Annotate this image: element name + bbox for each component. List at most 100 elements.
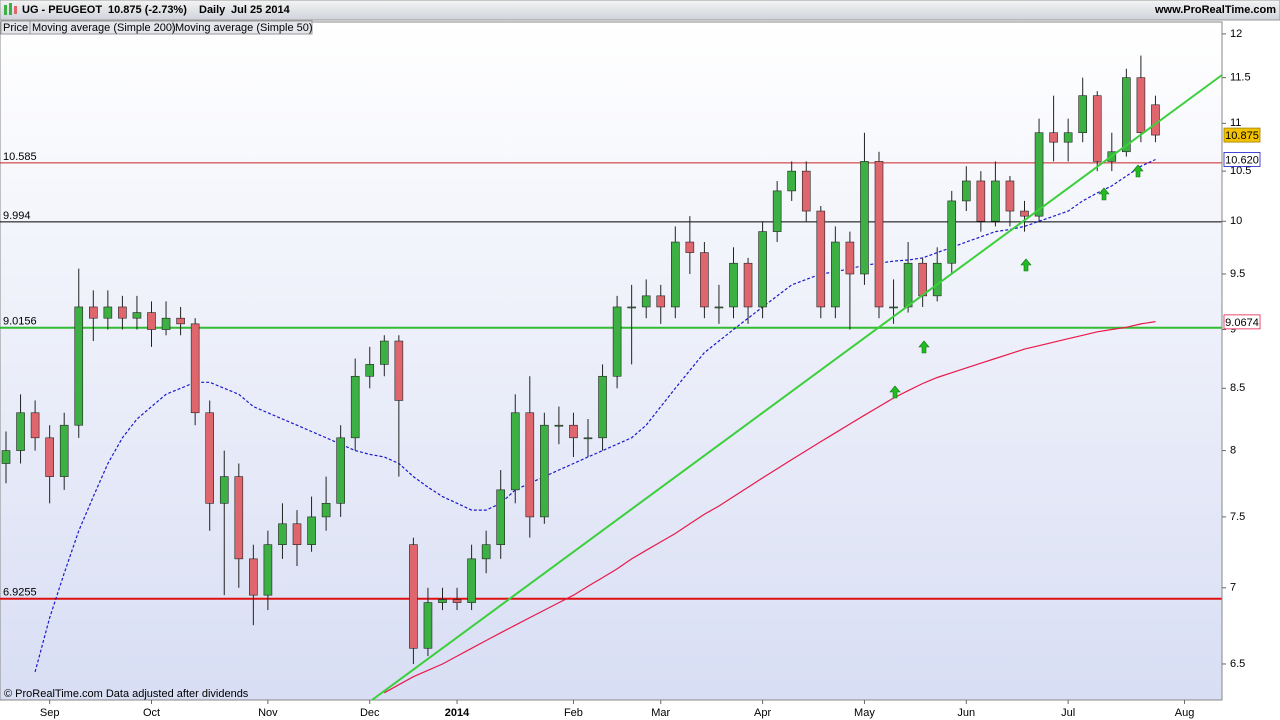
x-tick-label: Feb <box>564 707 583 719</box>
candle-body <box>743 262 753 308</box>
y-tick-label: 10.5 <box>1230 165 1251 177</box>
candle-body <box>438 599 447 603</box>
level-label: 10.585 <box>3 151 37 163</box>
y-tick-label: 9.5 <box>1230 268 1245 280</box>
x-tick-label: Jun <box>957 707 975 719</box>
candle-body <box>379 340 389 365</box>
x-tick-label: Dec <box>360 707 380 719</box>
candle-body <box>874 161 884 308</box>
candle-body <box>787 170 797 192</box>
candle-body <box>321 502 331 518</box>
candle-body <box>89 306 98 319</box>
candle-body <box>1 450 11 464</box>
legend-box <box>172 20 313 35</box>
icon <box>9 3 12 15</box>
candle-body <box>670 241 680 308</box>
candle-body <box>991 180 1000 222</box>
y-tick-label: 12 <box>1230 28 1242 40</box>
candle-body <box>118 306 127 319</box>
candle-body <box>1049 132 1058 143</box>
up-arrow <box>1132 164 1144 178</box>
candle-body <box>598 375 607 439</box>
up-arrow <box>918 340 930 354</box>
x-tick-label: Jul <box>1061 707 1075 719</box>
footer: © ProRealTime.com Data adjusted after di… <box>4 688 249 700</box>
candle-body <box>1136 77 1146 134</box>
candle-body <box>700 252 709 308</box>
candle-body <box>801 170 811 212</box>
candle-body <box>249 558 258 596</box>
price-badge-label: 10.620 <box>1225 154 1259 166</box>
candle-body <box>1034 132 1044 217</box>
x-axis: Sep Oct Nov Dec 2014 Feb Mar Apr May Jun Jul Aug <box>0 699 1222 719</box>
x-tick-label: Oct <box>143 707 160 719</box>
x-tick-label: May <box>854 707 875 719</box>
price-badge <box>1223 152 1261 167</box>
up-arrow <box>1020 258 1032 272</box>
candle-body <box>1151 104 1160 136</box>
candle-body <box>263 544 273 596</box>
arrows <box>889 164 1144 399</box>
candle-body <box>307 516 316 545</box>
candle-body <box>161 317 171 330</box>
candle-body <box>1005 180 1015 212</box>
candle-body <box>510 412 520 491</box>
price-badge-label: 9.0674 <box>1225 317 1259 329</box>
site: www.ProRealTime.com <box>1154 4 1276 16</box>
candle-body <box>409 544 418 649</box>
candle-body <box>423 602 433 649</box>
candle-body <box>903 262 913 308</box>
header-bar <box>0 0 1280 21</box>
candle-body <box>612 306 622 377</box>
moving-average <box>34 158 1156 673</box>
plot-area <box>0 21 1223 701</box>
candle-body <box>45 437 54 477</box>
x-tick-label: Apr <box>754 707 771 719</box>
candle-body <box>525 412 535 518</box>
x-tick-label: Sep <box>40 707 60 719</box>
x-tick-label: Mar <box>651 707 670 719</box>
legend-entry: Moving average (Simple 200) <box>32 22 176 34</box>
moving-average <box>384 321 1156 694</box>
candle-body <box>685 241 695 253</box>
candle-body <box>481 544 491 560</box>
x-tick-label: 2014 <box>445 707 470 719</box>
candle-body <box>336 437 345 504</box>
candle-body <box>554 424 564 427</box>
y-tick-label: 11 <box>1230 117 1241 129</box>
candle-body <box>176 317 185 325</box>
candle-body <box>947 200 957 264</box>
y-tick-label: 7 <box>1230 582 1236 594</box>
y-tick-label: 8.5 <box>1230 382 1245 394</box>
candle-body <box>1063 132 1073 143</box>
candle-body <box>350 375 360 439</box>
candle-body <box>816 210 826 308</box>
candle-body <box>729 262 738 308</box>
candle-body <box>132 312 142 319</box>
candle-body <box>496 489 506 545</box>
trend-line <box>371 74 1223 701</box>
legend-entry: Moving average (Simple 50) <box>175 22 313 34</box>
y-tick-label: 8 <box>1230 444 1236 456</box>
icon <box>14 6 17 14</box>
candle-body <box>219 476 229 504</box>
candle-body <box>540 424 549 518</box>
candle-body <box>467 558 476 603</box>
candle-body <box>394 340 404 401</box>
candle-body <box>627 306 636 309</box>
candle-body <box>59 424 69 477</box>
candle-body <box>278 523 287 545</box>
y-tick-label: 10 <box>1230 215 1242 227</box>
up-arrow <box>889 385 901 399</box>
date: Jul 25 2014 <box>231 4 291 16</box>
up-arrow <box>1098 187 1110 201</box>
candle-body <box>656 295 666 308</box>
candle-body <box>16 412 25 451</box>
candle-body <box>30 412 40 439</box>
x-tick-label: Aug <box>1175 707 1195 719</box>
candle-body <box>772 190 782 232</box>
candle-body <box>976 180 986 222</box>
candle-body <box>205 412 214 504</box>
candle-body <box>583 437 593 440</box>
